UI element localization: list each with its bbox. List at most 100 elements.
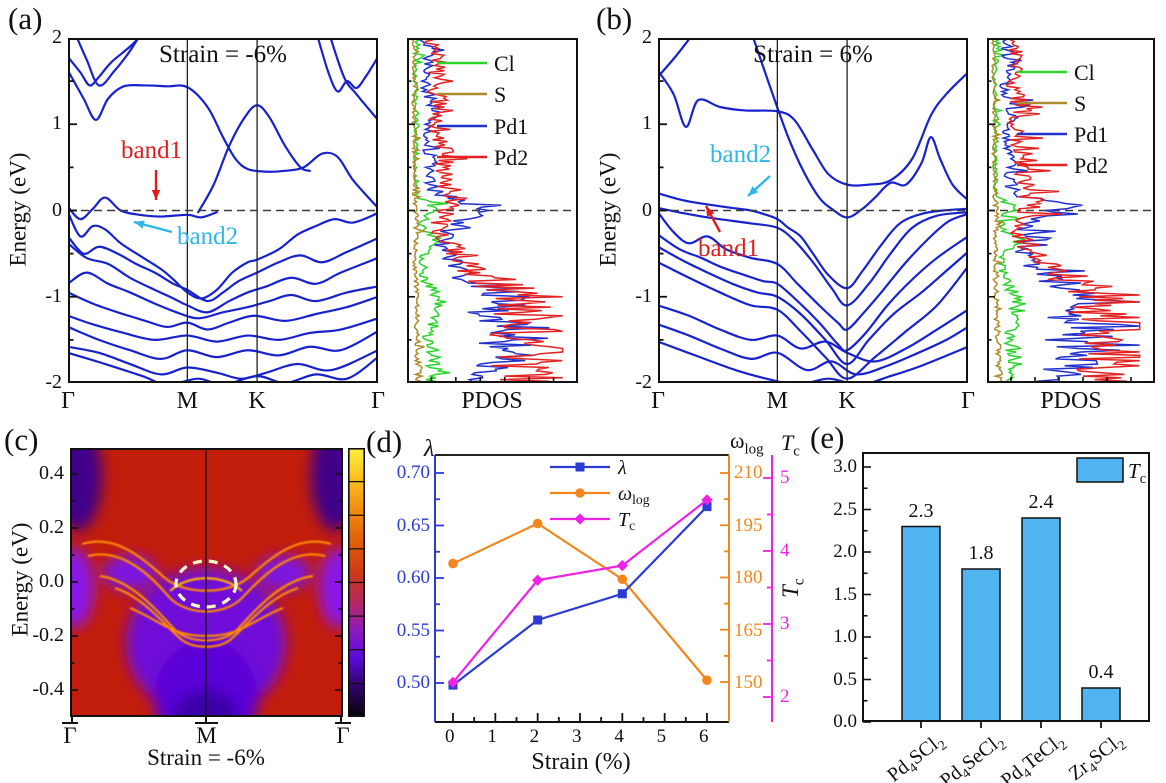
ktick-label: Γ (335, 722, 351, 748)
ytick-label: 2.5 (833, 498, 857, 520)
xtick-label: 1 (487, 726, 497, 747)
ytick-label: 1.0 (833, 626, 857, 647)
bar-value-label: 2.3 (908, 499, 934, 522)
pdos-plot-b: Cl S Pd1 Pd2 (987, 38, 1155, 383)
omega-tick-label: 150 (734, 672, 763, 693)
svg-text:Cl: Cl (1074, 60, 1095, 85)
omega-tick-label: 180 (734, 567, 763, 588)
ytick-label: -0.2 (32, 624, 64, 646)
series-lambda (448, 502, 712, 690)
ytick-label: -0.4 (32, 678, 64, 700)
bar-Pd4SeCl2 (961, 568, 1001, 722)
series-omega-log (448, 518, 712, 686)
panel-a-pdos-label: PDOS (461, 388, 523, 414)
ytick-label: 0.5 (833, 668, 857, 690)
svg-text:ωlog: ωlog (618, 483, 650, 507)
omega-tick-label: 210 (734, 462, 763, 483)
series-tc (447, 494, 713, 689)
ktick-label: M (176, 388, 198, 414)
ktick-label: Γ (62, 722, 78, 748)
ytick-label: 0 (642, 198, 652, 221)
bar-value-label: 1.8 (968, 542, 994, 564)
band-lines (68, 38, 378, 383)
omega-tick-label: 165 (734, 619, 763, 641)
ytick-label: 1 (642, 112, 652, 135)
panel-a-label: (a) (8, 1, 43, 36)
pdos-plot-a: Cl S Pd1 Pd2 (407, 38, 578, 383)
tc-tick-label: 5 (780, 467, 790, 488)
panel-b-annotation-band2: band2 (710, 141, 772, 168)
ktick-label: K (248, 388, 266, 414)
svg-text:Pd2: Pd2 (1074, 153, 1108, 178)
ytick-label: -1 (635, 284, 652, 307)
tc-tick-label: 2 (780, 686, 790, 707)
panel-e-legend-label: Tc (1128, 459, 1147, 488)
svg-text:Pd2: Pd2 (494, 145, 528, 170)
bar-Zr4SCl2 (1081, 687, 1121, 722)
panel-b-label: (b) (596, 1, 633, 36)
bar-value-label: 0.4 (1088, 661, 1114, 683)
svg-text:Tc: Tc (618, 509, 635, 533)
svg-text:λ: λ (617, 457, 627, 479)
svg-text:Pd1: Pd1 (1074, 122, 1108, 147)
tc-tick-label: 3 (780, 613, 790, 634)
ytick-label: 1.5 (833, 583, 857, 605)
lambda-tick-label: 0.70 (396, 462, 430, 483)
ytick-label: 2 (642, 26, 652, 48)
xtick-label: 2 (529, 726, 540, 747)
legend-swatch-tc (1076, 457, 1124, 483)
pdos-curve (411, 38, 451, 383)
lambda-tick-label: 0.60 (396, 567, 430, 588)
omega-tick-label: 195 (734, 514, 763, 536)
ytick-label: -2 (635, 371, 652, 393)
panel-a-annotation-band1: band1 (121, 137, 183, 164)
ytick-label: 3.0 (833, 456, 857, 477)
panel-d-tc-axis-label: Tc (781, 430, 800, 460)
panel-b-annotation-band1: band1 (698, 235, 760, 262)
tc-tick-label: 4 (780, 540, 790, 561)
panel-e-label: (e) (810, 420, 845, 455)
legend-item-0: λ (550, 457, 627, 479)
xtick-label: 0 (445, 726, 455, 747)
ytick-label: 0 (52, 198, 62, 221)
panel-b-pdos-label: PDOS (1040, 388, 1102, 414)
bar-Pd4TeCl2 (1021, 517, 1061, 722)
panel-d-label: (d) (366, 424, 403, 459)
pdos-curve (1005, 38, 1141, 383)
ytick-label: -2 (45, 371, 62, 393)
xtick-label: 3 (571, 726, 582, 747)
lambda-tick-label: 0.65 (396, 514, 430, 536)
lambda-tick-label: 0.55 (396, 619, 430, 641)
ktick-label: M (766, 388, 788, 414)
panel-a-title: Strain = -6% (159, 41, 287, 68)
svg-text:S: S (1074, 91, 1086, 116)
ktick-label: Γ (371, 388, 385, 414)
panel-c-caption: Strain = -6% (147, 745, 265, 770)
band-plot-a (68, 38, 378, 383)
panel-e-ylabel: Tc (777, 578, 808, 598)
bar-Pd4SCl2 (901, 525, 941, 722)
ytick-label: 1 (52, 112, 62, 135)
panel-d-lambda-axis-label: λ (424, 436, 435, 462)
highlight-ellipse (174, 559, 238, 609)
pdos-curve (424, 38, 564, 383)
ktick-label: Γ (651, 388, 665, 414)
category-label: Zr4SCl2 (1065, 733, 1130, 783)
pdos-curve (999, 38, 1140, 383)
panel-d-xlabel: Strain (%) (531, 749, 631, 775)
pdos-curve (990, 38, 1005, 383)
pdos-curve (991, 38, 1026, 383)
ytick-label: 0.4 (39, 462, 64, 484)
bar-plot-e (862, 452, 1150, 728)
category-label: Pd4TeCl2 (996, 733, 1070, 783)
svg-text:S: S (494, 82, 506, 107)
colorbar-c (348, 448, 365, 717)
xtick-label: 4 (614, 726, 624, 747)
ktick-label: Γ (61, 388, 75, 414)
legend-item-2: Tc (550, 509, 635, 533)
svg-text:Cl: Cl (494, 51, 515, 76)
band-plot-b (658, 38, 968, 383)
ytick-label: 0.0 (39, 570, 64, 592)
